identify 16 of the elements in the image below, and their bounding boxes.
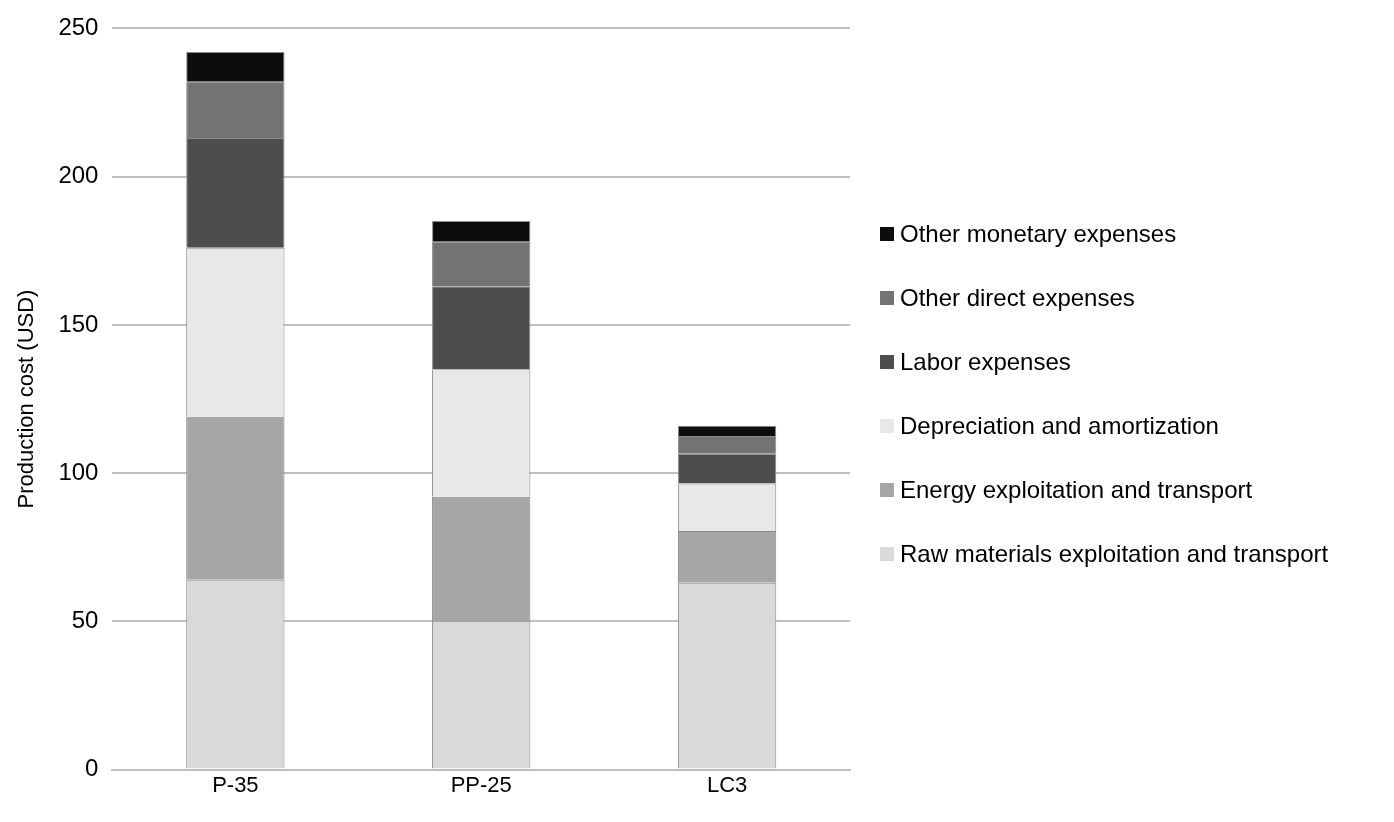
legend-label: Depreciation and amortization: [900, 411, 1219, 441]
legend-label: Other monetary expenses: [900, 219, 1177, 249]
y-axis-title: Production cost (USD): [13, 289, 39, 509]
x-tick-label: PP-25: [450, 771, 512, 797]
y-tick-label: 250: [58, 13, 99, 41]
legend-label: Raw materials exploitation and transport: [900, 539, 1329, 569]
y-tick-label: 100: [58, 457, 99, 485]
y-tick-label: 50: [71, 605, 99, 633]
y-tick-label: 0: [85, 754, 99, 782]
x-tick-label: LC3: [706, 771, 748, 797]
legend-label: Energy exploitation and transport: [900, 475, 1253, 505]
legend-label: Labor expenses: [900, 347, 1071, 377]
y-tick-label: 200: [58, 161, 99, 189]
legend-label: Other direct expenses: [900, 283, 1135, 313]
x-tick-label: P-35: [212, 771, 259, 797]
y-tick-label: 150: [58, 309, 99, 337]
